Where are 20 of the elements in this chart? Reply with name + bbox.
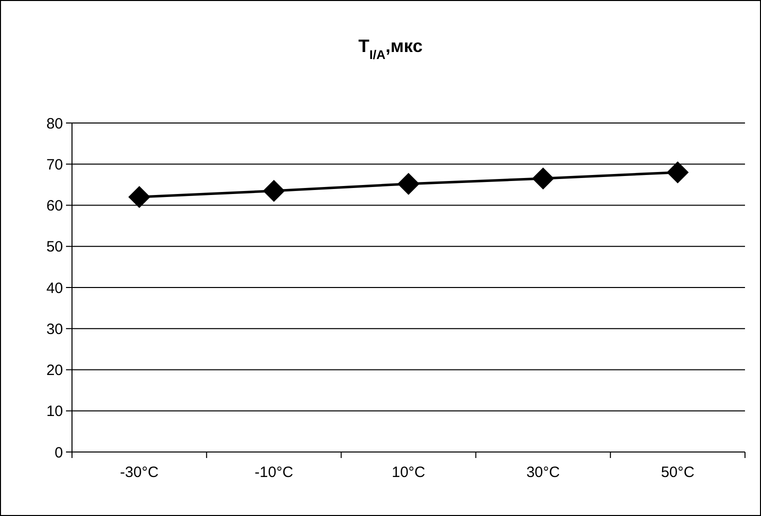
chart-title: T$_{I/A}$,мкс xyxy=(358,36,423,62)
y-tick-label: 10 xyxy=(46,403,63,420)
x-tick-label: 30°C xyxy=(526,464,560,481)
x-tick-label: 10°C xyxy=(392,464,426,481)
y-tick-label: 50 xyxy=(46,238,63,256)
point xyxy=(262,180,285,202)
y-tick-label: 40 xyxy=(46,280,63,297)
y-tick-label: 80 xyxy=(46,115,63,132)
y-tick-label: 70 xyxy=(46,156,63,174)
y-tick-label: 0 xyxy=(54,444,63,462)
y-tick-label: 30 xyxy=(46,320,63,338)
x-tick-label: 50°C xyxy=(660,464,695,481)
y-tick-label: 20 xyxy=(46,362,63,379)
point xyxy=(666,161,689,184)
point xyxy=(532,168,554,190)
x-tick-label: -10°C xyxy=(254,464,294,481)
point xyxy=(398,172,420,195)
point xyxy=(128,186,150,208)
x-tick-label: -30°C xyxy=(120,464,159,481)
y-tick-label: 60 xyxy=(46,198,63,214)
